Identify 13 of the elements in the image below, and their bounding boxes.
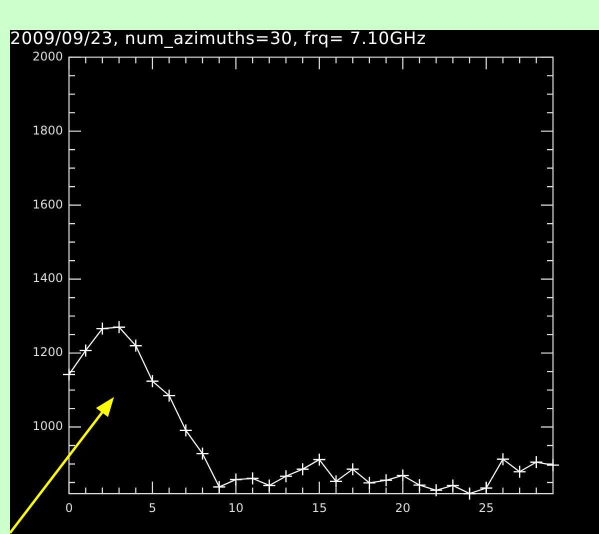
- x-tick-label: 20: [395, 500, 410, 515]
- y-tick-label: 1200: [32, 345, 63, 360]
- x-tick-label: 25: [478, 500, 494, 515]
- x-tick-label: 15: [312, 500, 327, 515]
- x-tick-label: 10: [228, 500, 244, 515]
- chart-title: 2009/09/23, num_azimuths=30, frq= 7.10GHz: [10, 29, 426, 49]
- y-tick-label: 2000: [32, 49, 63, 64]
- x-tick-label: 5: [148, 500, 156, 515]
- y-tick-label: 1600: [32, 197, 63, 212]
- y-tick-label: 1000: [32, 419, 63, 434]
- x-tick-label: 0: [65, 500, 73, 515]
- y-tick-label: 1800: [32, 123, 63, 138]
- y-tick-label: 1400: [32, 271, 63, 286]
